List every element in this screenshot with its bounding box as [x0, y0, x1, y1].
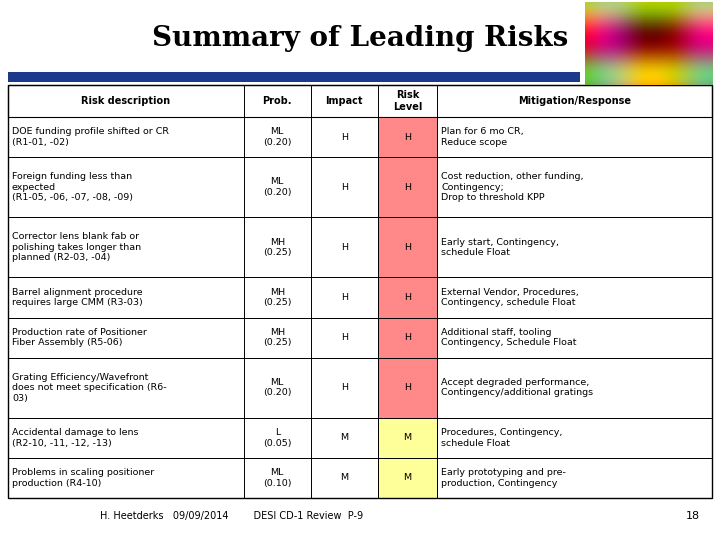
Text: 18: 18	[686, 511, 700, 521]
Text: H: H	[404, 183, 411, 192]
Text: Early prototyping and pre-
production, Contingency: Early prototyping and pre- production, C…	[441, 468, 567, 488]
Text: Accidental damage to lens
(R2-10, -11, -12, -13): Accidental damage to lens (R2-10, -11, -…	[12, 428, 138, 448]
Text: M: M	[340, 433, 348, 442]
Text: Plan for 6 mo CR,
Reduce scope: Plan for 6 mo CR, Reduce scope	[441, 127, 524, 147]
Bar	[8, 157, 712, 217]
Bar	[377, 458, 438, 498]
Bar	[377, 217, 438, 278]
Bar	[8, 72, 580, 82]
Text: Grating Efficiency/Wavefront
does not meet specification (R6-
03): Grating Efficiency/Wavefront does not me…	[12, 373, 166, 403]
Text: H: H	[341, 243, 348, 252]
Text: Prob.: Prob.	[263, 96, 292, 106]
Text: ML
(0.10): ML (0.10)	[263, 468, 292, 488]
Text: Production rate of Positioner
Fiber Assembly (R5-06): Production rate of Positioner Fiber Asse…	[12, 328, 147, 347]
Text: H: H	[404, 383, 411, 392]
Text: Summary of Leading Risks: Summary of Leading Risks	[152, 24, 568, 51]
Text: Additional staff, tooling
Contingency, Schedule Float: Additional staff, tooling Contingency, S…	[441, 328, 577, 347]
Text: ML
(0.20): ML (0.20)	[263, 178, 292, 197]
Text: Impact: Impact	[325, 96, 363, 106]
Text: M: M	[403, 433, 412, 442]
Text: MH
(0.25): MH (0.25)	[263, 288, 292, 307]
Text: Mitigation/Response: Mitigation/Response	[518, 96, 631, 106]
Text: Procedures, Contingency,
schedule Float: Procedures, Contingency, schedule Float	[441, 428, 563, 448]
Text: DOE funding profile shifted or CR
(R1-01, -02): DOE funding profile shifted or CR (R1-01…	[12, 127, 169, 147]
Bar	[377, 278, 438, 318]
Bar	[8, 117, 712, 157]
Text: MH
(0.25): MH (0.25)	[263, 238, 292, 257]
Bar	[8, 217, 712, 278]
Bar	[8, 85, 712, 498]
Text: ML
(0.20): ML (0.20)	[263, 378, 292, 397]
Text: Accept degraded performance,
Contingency/additional gratings: Accept degraded performance, Contingency…	[441, 378, 593, 397]
Text: Problems in scaling positioner
production (R4-10): Problems in scaling positioner productio…	[12, 468, 154, 488]
Text: H: H	[341, 132, 348, 141]
Bar	[377, 318, 438, 357]
Text: L
(0.05): L (0.05)	[263, 428, 292, 448]
Text: ML
(0.20): ML (0.20)	[263, 127, 292, 147]
Text: H: H	[341, 293, 348, 302]
Bar	[8, 278, 712, 318]
Bar	[8, 418, 712, 458]
Text: H: H	[341, 333, 348, 342]
Text: H: H	[341, 183, 348, 192]
Text: H. Heetderks   09/09/2014        DESI CD-1 Review  P-9: H. Heetderks 09/09/2014 DESI CD-1 Review…	[100, 511, 363, 521]
Bar	[377, 157, 438, 217]
Text: M: M	[403, 474, 412, 482]
Text: Barrel alignment procedure
requires large CMM (R3-03): Barrel alignment procedure requires larg…	[12, 288, 143, 307]
Bar	[8, 85, 712, 117]
Text: H: H	[404, 243, 411, 252]
Text: H: H	[341, 383, 348, 392]
Bar	[8, 357, 712, 418]
Bar	[377, 418, 438, 458]
Text: Foreign funding less than
expected
(R1-05, -06, -07, -08, -09): Foreign funding less than expected (R1-0…	[12, 172, 133, 202]
Text: Early start, Contingency,
schedule Float: Early start, Contingency, schedule Float	[441, 238, 559, 257]
Bar	[377, 117, 438, 157]
Text: Risk
Level: Risk Level	[393, 90, 422, 112]
Bar	[8, 458, 712, 498]
Text: External Vendor, Procedures,
Contingency, schedule Float: External Vendor, Procedures, Contingency…	[441, 288, 579, 307]
Text: H: H	[404, 333, 411, 342]
Bar	[8, 318, 712, 357]
Text: M: M	[340, 474, 348, 482]
Text: Risk description: Risk description	[81, 96, 171, 106]
Text: H: H	[404, 293, 411, 302]
Text: H: H	[404, 132, 411, 141]
Text: Cost reduction, other funding,
Contingency;
Drop to threshold KPP: Cost reduction, other funding, Contingen…	[441, 172, 584, 202]
Text: Corrector lens blank fab or
polishing takes longer than
planned (R2-03, -04): Corrector lens blank fab or polishing ta…	[12, 232, 141, 262]
Bar	[377, 357, 438, 418]
Text: MH
(0.25): MH (0.25)	[263, 328, 292, 347]
